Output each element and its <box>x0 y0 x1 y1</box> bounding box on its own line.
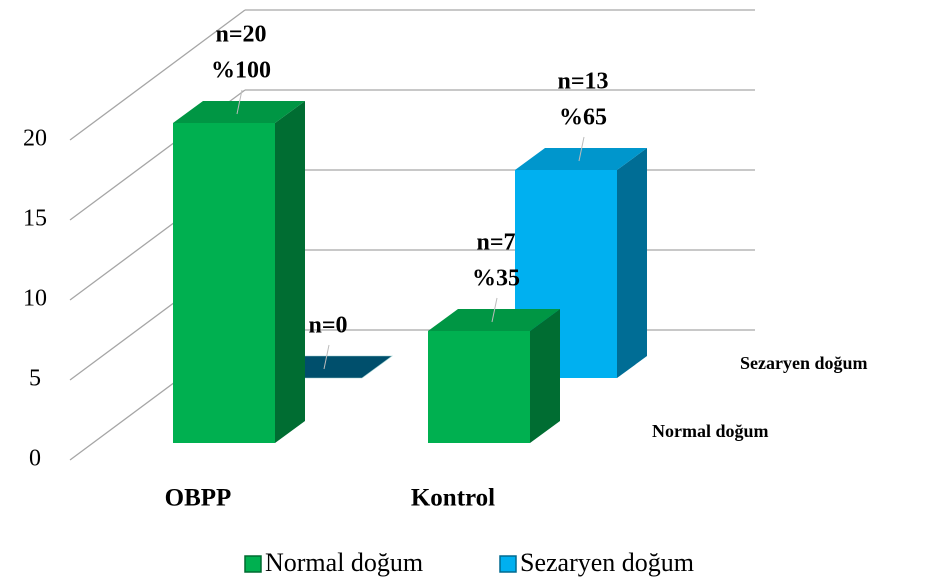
y-tick-label: 10 <box>23 286 47 312</box>
leader-line <box>578 136 585 162</box>
bar <box>428 331 530 443</box>
data-label: %35 <box>472 266 520 292</box>
y-tick-label: 5 <box>29 366 41 392</box>
y-tick-label: 15 <box>23 206 47 232</box>
data-label: n=20 <box>215 22 266 48</box>
y-tick-label: 20 <box>23 126 47 152</box>
depth-label: Normal doğum <box>652 421 769 441</box>
data-label: %100 <box>211 58 271 84</box>
y-tick-label: 0 <box>29 446 41 472</box>
bar-side <box>617 148 647 378</box>
bar-top <box>173 101 305 123</box>
leader-line <box>236 89 243 115</box>
legend-swatch <box>244 555 262 573</box>
data-label: n=7 <box>476 230 515 256</box>
depth-label: Sezaryen doğum <box>740 353 868 373</box>
bar-side <box>530 309 560 443</box>
x-tick-label: OBPP <box>165 485 232 512</box>
data-label: %65 <box>559 105 607 131</box>
data-label: n=13 <box>557 69 608 95</box>
data-label: n=0 <box>308 313 347 339</box>
x-tick-label: Kontrol <box>411 485 495 512</box>
legend-swatch <box>499 555 517 573</box>
leader-line <box>491 297 498 323</box>
leader-line <box>323 344 330 370</box>
bar-top <box>515 148 647 170</box>
bar <box>173 123 275 443</box>
legend-label: Normal doğum <box>265 548 423 577</box>
grid-line <box>69 9 246 141</box>
bar-top <box>428 309 560 331</box>
legend-label: Sezaryen doğum <box>520 548 694 577</box>
bar-side <box>275 101 305 443</box>
